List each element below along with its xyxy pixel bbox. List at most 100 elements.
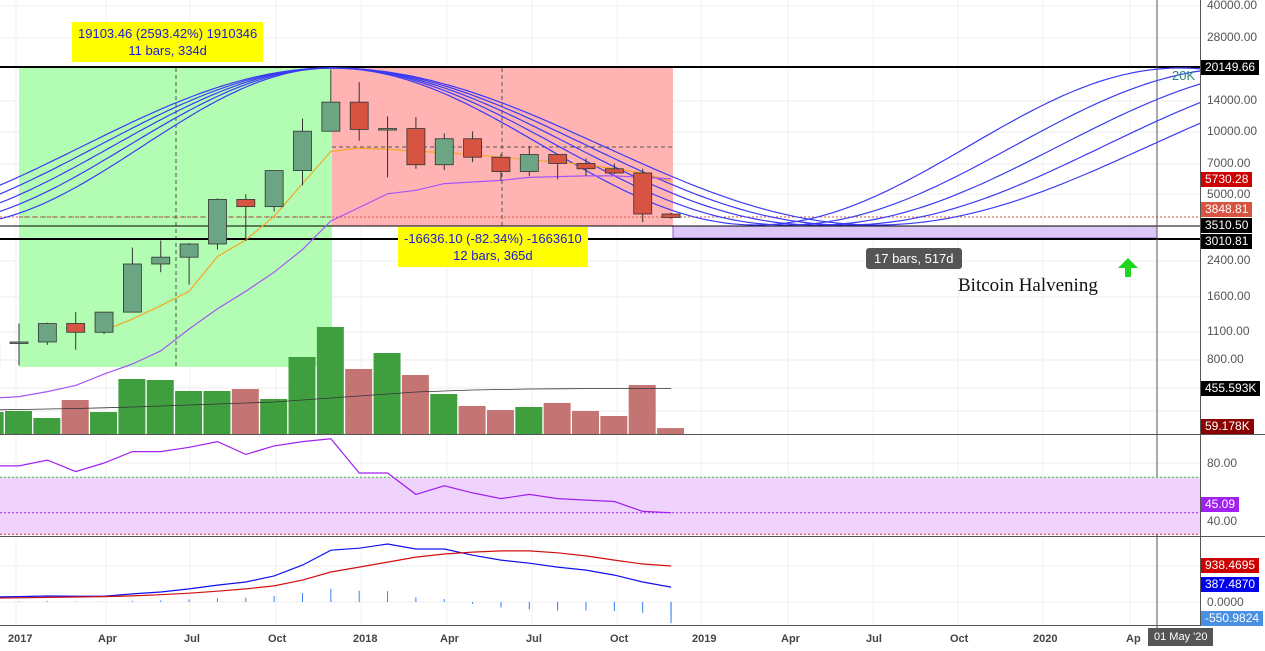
candle xyxy=(293,130,312,171)
time-axis-tick: 2020 xyxy=(1033,633,1058,645)
candle xyxy=(576,163,596,170)
cycle-arc xyxy=(0,67,1201,226)
last-price-label: 3848.81 xyxy=(1201,202,1253,217)
candle xyxy=(519,154,539,172)
fall-measure-label: -16636.10 (-82.34%) -1663610 12 bars, 36… xyxy=(398,227,588,267)
price-axis-tick: 5000.00 xyxy=(1207,187,1251,201)
candle xyxy=(406,128,426,166)
volume-bar xyxy=(316,327,344,434)
projection-measure-label: 17 bars, 517d xyxy=(866,248,962,269)
macd-hist-label: -550.9824 xyxy=(1201,611,1264,626)
time-axis-tick: Ap xyxy=(1126,633,1141,645)
candle xyxy=(123,263,142,313)
volume-bar xyxy=(401,375,429,434)
time-axis-tick: 2017 xyxy=(8,633,33,645)
candle xyxy=(264,170,284,208)
candle xyxy=(179,243,199,258)
price-axis-tick: 14000.00 xyxy=(1207,93,1258,107)
cycle-arc xyxy=(0,67,1201,226)
candle xyxy=(378,128,397,131)
price-axis-tick: 1600.00 xyxy=(1207,289,1251,303)
volume-bar xyxy=(33,418,61,434)
volume-bar xyxy=(345,369,373,434)
rsi-last-label: 45.09 xyxy=(1201,497,1240,512)
macd-signal-label: 938.4695 xyxy=(1201,558,1260,573)
candle xyxy=(548,154,568,164)
macd-axis-tick: 0.0000 xyxy=(1207,595,1244,609)
projection-zone xyxy=(672,225,1158,239)
candle xyxy=(491,156,511,172)
volume-bar xyxy=(260,399,288,434)
price-axis-tick: 10000.00 xyxy=(1207,124,1258,138)
cycle-arc xyxy=(0,67,1201,226)
price-axis-tick: 40000.00 xyxy=(1207,0,1258,12)
candle xyxy=(37,323,57,343)
volume-bar xyxy=(203,391,231,434)
rsi-line xyxy=(0,438,672,514)
ma-fast-label: 5730.28 xyxy=(1201,172,1253,187)
time-axis-tick: Oct xyxy=(610,633,629,645)
up-arrow-icon xyxy=(1118,258,1138,277)
volume-bar xyxy=(515,407,543,434)
cycle-arc xyxy=(0,67,1201,226)
volume-bar xyxy=(0,412,4,434)
volume-bar xyxy=(146,380,174,434)
halvening-text: Bitcoin Halvening xyxy=(958,275,1098,296)
price-axis-tick: 1100.00 xyxy=(1207,324,1250,338)
volume-ma-label: 455.593K xyxy=(1201,381,1261,396)
candle xyxy=(151,256,171,265)
volume-last-label: 59.178K xyxy=(1201,419,1254,434)
time-axis-tick: Apr xyxy=(781,633,800,645)
time-axis-tick: Oct xyxy=(950,633,969,645)
fall-measure-bars: 12 bars, 365d xyxy=(453,248,533,263)
volume-bar xyxy=(61,400,89,434)
macd-label: 387.4870 xyxy=(1201,577,1260,592)
volume-bar xyxy=(90,412,118,434)
low-level-label: 3010.81 xyxy=(1201,234,1253,249)
volume-bar xyxy=(543,403,571,434)
candle xyxy=(434,138,454,166)
high-level-label: 20149.66 xyxy=(1201,60,1260,75)
time-axis-tick: Apr xyxy=(98,633,117,645)
volume-bar xyxy=(231,389,259,434)
partial-level-label: 3510.50 xyxy=(1201,218,1253,233)
candle xyxy=(9,341,29,344)
volume-bar xyxy=(430,394,458,434)
fall-measure-value: -16636.10 (-82.34%) -1663610 xyxy=(404,231,582,246)
rsi-axis-tick: 40.00 xyxy=(1207,514,1238,528)
candle xyxy=(321,101,341,132)
macd-signal-line xyxy=(0,550,672,599)
time-axis-tick: Apr xyxy=(440,633,459,645)
candle xyxy=(604,168,624,174)
candle xyxy=(236,199,256,208)
cursor-date-label: 01 May '20 xyxy=(1148,628,1214,646)
volume-ma-line xyxy=(0,388,672,411)
rise-measure-value: 19103.46 (2593.42%) 1910346 xyxy=(78,26,258,41)
candle xyxy=(661,213,681,218)
volume-bar xyxy=(486,410,514,434)
time-axis-tick: Oct xyxy=(268,633,287,645)
time-axis-tick: Jul xyxy=(866,633,882,645)
candle xyxy=(208,199,227,245)
time-axis-tick: Jul xyxy=(184,633,200,645)
rsi-axis-tick: 80.00 xyxy=(1207,456,1238,470)
price-axis-tick: 28000.00 xyxy=(1207,30,1258,44)
level-20k-label: 20K xyxy=(1172,68,1196,83)
price-axis-tick: 2400.00 xyxy=(1207,253,1251,267)
volume-bar xyxy=(628,385,656,434)
rise-measure-label: 19103.46 (2593.42%) 1910346 11 bars, 334… xyxy=(72,22,264,62)
rsi-band xyxy=(0,477,1200,535)
volume-bar xyxy=(5,411,32,434)
candle xyxy=(94,311,114,333)
time-axis-tick: Jul xyxy=(526,633,542,645)
price-axis-tick: 800.00 xyxy=(1207,352,1244,366)
candle xyxy=(66,323,86,333)
macd-line xyxy=(0,543,672,598)
price-axis-tick: 7000.00 xyxy=(1207,156,1251,170)
candle xyxy=(463,138,483,158)
volume-bar xyxy=(600,416,628,434)
candle xyxy=(633,172,653,215)
volume-bar xyxy=(288,357,316,434)
